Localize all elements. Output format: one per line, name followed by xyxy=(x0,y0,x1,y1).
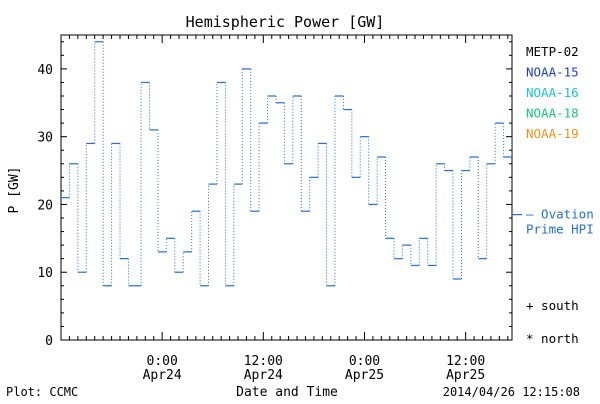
y-tick-label: 0 xyxy=(45,334,53,349)
legend: METP-02 NOAA-15 NOAA-16 NOAA-18 NOAA-19 — Ova… xyxy=(512,44,594,346)
x-tick-label: 0:00 xyxy=(147,354,178,369)
chart-title: Hemispheric Power [GW] xyxy=(186,13,385,31)
x-tick-label: 12:00 xyxy=(244,354,283,369)
x-tick-label: 12:00 xyxy=(446,354,485,369)
x-tick-date-label: Apr25 xyxy=(345,368,384,383)
plot-frame xyxy=(60,34,513,341)
y-axis: 0 10 20 30 40 xyxy=(37,41,512,349)
y-tick-label: 40 xyxy=(37,63,53,78)
legend-south-label: + south xyxy=(526,298,579,313)
x-tick-date-label: Apr25 xyxy=(446,368,485,383)
y-tick-label: 30 xyxy=(37,131,53,146)
y-tick-label: 10 xyxy=(37,266,53,281)
series-layer xyxy=(61,41,512,287)
y-tick-label: 20 xyxy=(37,198,53,213)
footer-right: 2014/04/26 12:15:08 xyxy=(443,385,580,399)
legend-north-label: * north xyxy=(526,331,579,346)
legend-item: NOAA-16 xyxy=(526,85,579,100)
y-axis-label: P [GW] xyxy=(7,167,22,214)
legend-ovation-label: — Ovation xyxy=(526,207,594,222)
legend-ovation-label: Prime HPI xyxy=(526,222,594,237)
legend-item: METP-02 xyxy=(526,44,579,59)
footer-left: Plot: CCMC xyxy=(6,385,78,399)
legend-item: NOAA-15 xyxy=(526,65,579,80)
x-tick-date-label: Apr24 xyxy=(244,368,283,383)
x-tick-label: 0:00 xyxy=(349,354,380,369)
legend-item: NOAA-19 xyxy=(526,126,579,141)
x-axis-label: Date and Time xyxy=(236,385,338,400)
x-tick-date-label: Apr24 xyxy=(143,368,182,383)
legend-item: NOAA-18 xyxy=(526,106,579,121)
